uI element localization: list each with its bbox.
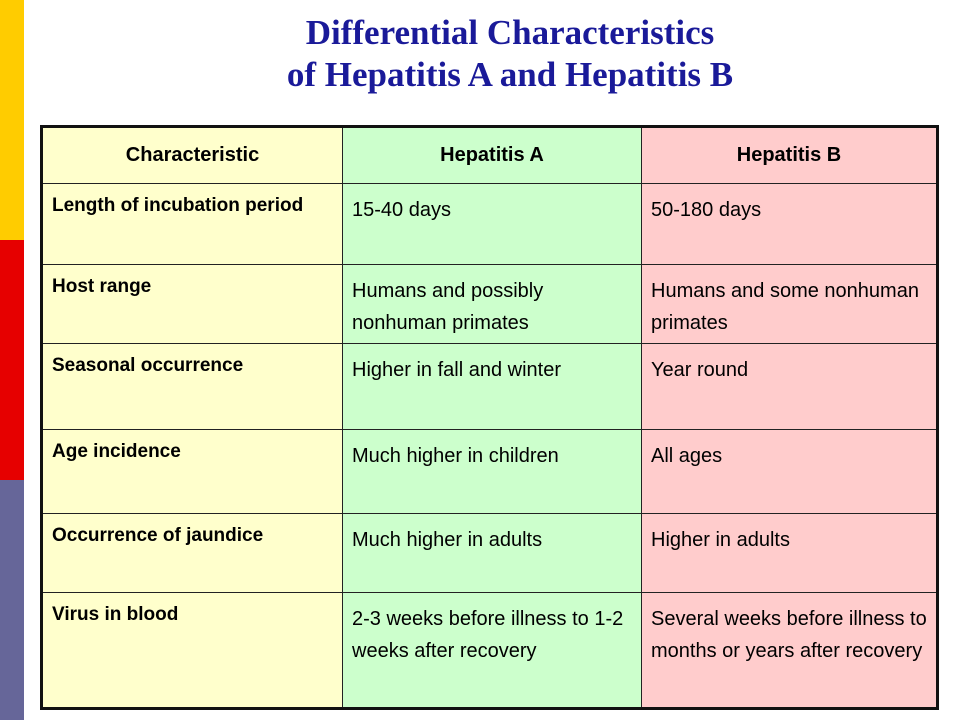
hepatitis-b-cell: Year round <box>641 343 939 430</box>
hepatitis-a-cell: Higher in fall and winter <box>342 343 642 430</box>
table-row: Age incidence Much higher in children Al… <box>40 429 939 514</box>
comparison-table: Characteristic Hepatitis A Hepatitis B L… <box>40 125 939 710</box>
hepatitis-a-cell: 15-40 days <box>342 183 642 265</box>
header-hepatitis-a: Hepatitis A <box>342 125 642 184</box>
hepatitis-b-cell: Higher in adults <box>641 513 939 593</box>
hepatitis-a-cell: Much higher in adults <box>342 513 642 593</box>
hepatitis-a-cell: Humans and possibly nonhuman primates <box>342 264 642 344</box>
title-line-1: Differential Characteristics <box>305 13 715 52</box>
row-label: Host range <box>40 264 343 344</box>
row-label: Seasonal occurrence <box>40 343 343 430</box>
table-row: Host range Humans and possibly nonhuman … <box>40 264 939 344</box>
hepatitis-b-cell: All ages <box>641 429 939 514</box>
hepatitis-a-cell: 2-3 weeks before illness to 1-2 weeks af… <box>342 592 642 710</box>
hepatitis-b-cell: Several weeks before illness to months o… <box>641 592 939 710</box>
row-label: Virus in blood <box>40 592 343 710</box>
hepatitis-a-cell: Much higher in children <box>342 429 642 514</box>
hepatitis-b-cell: Humans and some nonhuman primates <box>641 264 939 344</box>
table-header-row: Characteristic Hepatitis A Hepatitis B <box>40 125 939 184</box>
page-title: Differential Characteristics of Hepatiti… <box>60 12 960 96</box>
header-hepatitis-b: Hepatitis B <box>641 125 939 184</box>
side-bar-slate <box>0 480 24 720</box>
side-bar-red <box>0 240 24 480</box>
table-row: Length of incubation period 15-40 days 5… <box>40 183 939 265</box>
row-label: Occurrence of jaundice <box>40 513 343 593</box>
hepatitis-b-cell: 50-180 days <box>641 183 939 265</box>
row-label: Age incidence <box>40 429 343 514</box>
table-row: Seasonal occurrence Higher in fall and w… <box>40 343 939 430</box>
side-bar-yellow <box>0 0 24 240</box>
header-characteristic: Characteristic <box>40 125 343 184</box>
table-row: Virus in blood 2-3 weeks before illness … <box>40 592 939 710</box>
row-label: Length of incubation period <box>40 183 343 265</box>
title-line-2: of Hepatitis A and Hepatitis B <box>286 55 734 94</box>
table-row: Occurrence of jaundice Much higher in ad… <box>40 513 939 593</box>
